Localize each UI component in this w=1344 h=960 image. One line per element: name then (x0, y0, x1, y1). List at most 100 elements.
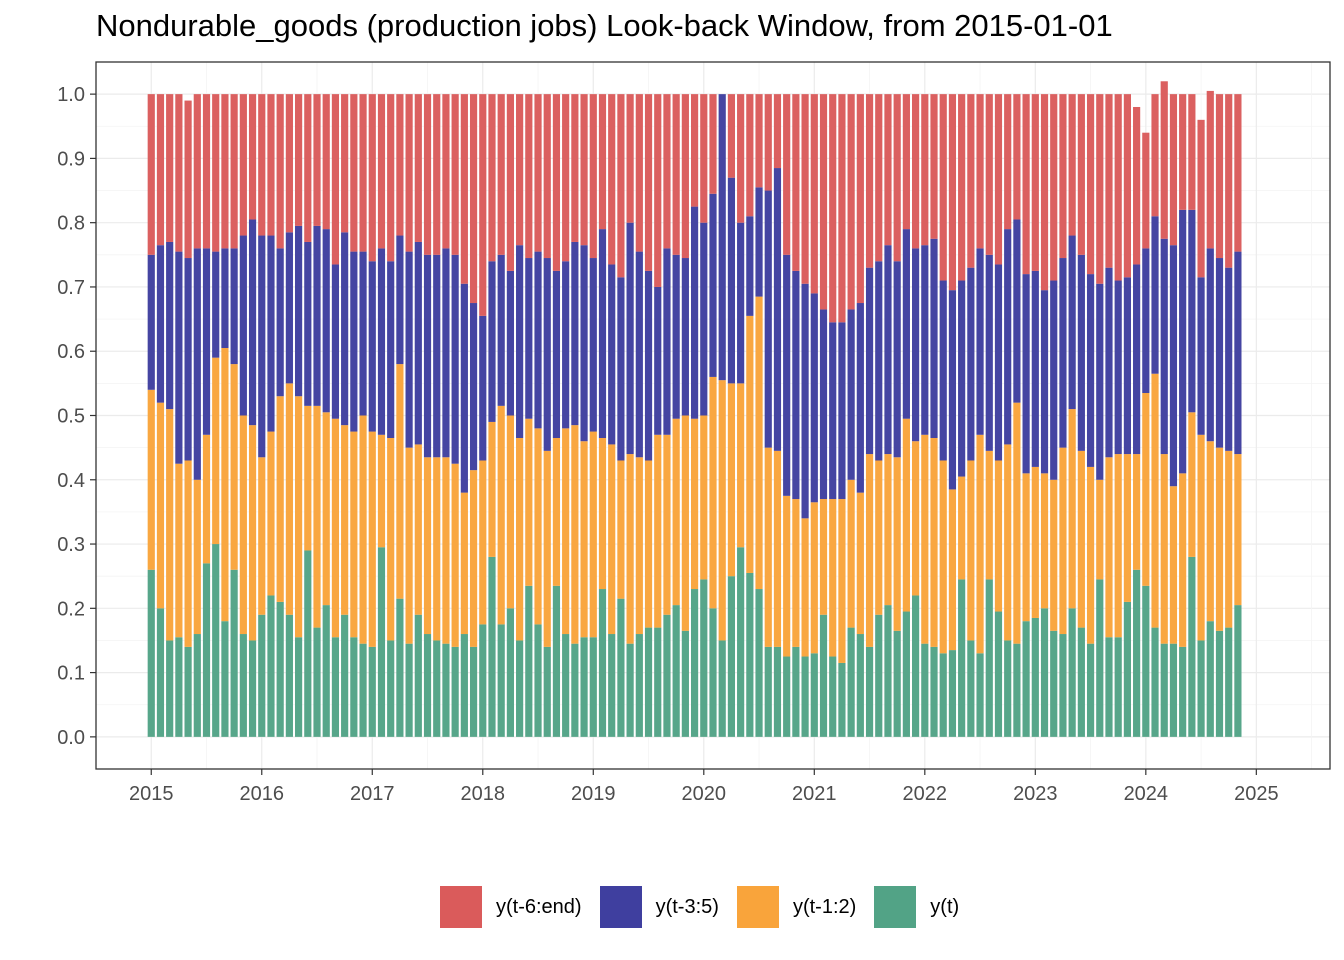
bar-segment (488, 94, 496, 262)
bar-segment (1096, 94, 1104, 284)
bar-segment (1096, 579, 1104, 737)
bar-segment (350, 251, 358, 432)
bar-segment (948, 489, 957, 651)
bar-segment (985, 94, 993, 255)
bar-segment (902, 611, 910, 737)
bar-segment (488, 421, 496, 557)
bar-segment (792, 270, 800, 500)
bar-segment (1077, 627, 1085, 737)
x-tick-label: 2015 (129, 783, 174, 805)
bar-segment (156, 94, 165, 246)
bar-segment (350, 94, 358, 252)
bar-segment (764, 646, 772, 737)
bar-segment (912, 248, 920, 442)
bar-segment (377, 547, 386, 737)
bar-segment (1197, 277, 1205, 435)
bar-segment (359, 415, 367, 644)
legend-item: y(t-1:2) (736, 886, 856, 928)
bar-segment (1142, 132, 1150, 249)
bar-segment (442, 94, 450, 249)
bar-segment (1050, 479, 1058, 631)
bar-segment (387, 94, 395, 262)
bar-segment (589, 431, 597, 638)
bar-segment (184, 258, 192, 461)
y-tick-label: 0.1 (57, 663, 85, 685)
bar-segment (377, 248, 386, 435)
bar-segment (1215, 447, 1224, 631)
bar-segment (1206, 248, 1214, 442)
y-tick-label: 0.4 (57, 470, 85, 492)
bar-segment (506, 415, 514, 609)
bar-segment (341, 425, 349, 615)
bar-segment (1105, 457, 1113, 638)
bar-segment (626, 222, 634, 455)
bar-segment (497, 624, 505, 737)
bar-segment (709, 94, 717, 194)
bar-segment (285, 94, 293, 233)
bar-segment (451, 463, 459, 647)
bar-segment (295, 396, 303, 638)
bar-segment (460, 492, 468, 635)
bar-segment (414, 94, 422, 242)
bar-segment (589, 94, 597, 259)
bar-segment (516, 245, 524, 438)
bar-segment (847, 479, 855, 628)
x-tick-label: 2018 (461, 783, 506, 805)
bar-segment (1040, 290, 1049, 474)
bar-segment (304, 241, 312, 406)
bar-segment (285, 232, 293, 384)
bar-segment (1096, 283, 1104, 480)
bar-segment (930, 238, 938, 438)
bar-segment (976, 94, 984, 249)
bar-segment (322, 229, 330, 413)
bar-segment (801, 656, 809, 737)
bar-segment (423, 94, 432, 255)
bar-segment (469, 303, 478, 471)
bar-segment (727, 177, 736, 384)
bar-segment (810, 293, 818, 503)
bar-segment (1188, 556, 1196, 737)
bar-segment (534, 94, 542, 252)
bar-segment (847, 94, 855, 310)
bar-segment (405, 447, 413, 644)
bar-segment (939, 280, 947, 461)
bar-segment (267, 431, 275, 596)
bar-segment (543, 450, 551, 647)
x-tick-label: 2023 (1013, 783, 1058, 805)
bar-segment (387, 640, 395, 737)
bar-segment (202, 94, 211, 249)
bar-segment (644, 627, 653, 737)
bar-segment (433, 457, 441, 641)
bar-segment (221, 248, 229, 349)
bar-segment (341, 94, 349, 233)
bar-segment (267, 94, 275, 236)
bar-segment (801, 94, 809, 284)
bar-segment (865, 94, 874, 268)
chart-svg: 0.0 0.1 0.2 0.3 0.4 0.5 0.6 0.7 0.8 0.9 1.0 2015 201… (57, 61, 1331, 805)
bar-segment (1197, 119, 1205, 278)
bar-segment (838, 94, 846, 323)
bar-segment (451, 94, 459, 255)
bar-segment (1040, 608, 1049, 737)
bar-segment (967, 267, 975, 461)
bar-segment (1105, 637, 1113, 737)
bar-segment (1169, 486, 1178, 644)
bar-segment (1086, 643, 1095, 737)
bar-segment (1225, 94, 1233, 268)
bar-segment (175, 637, 183, 737)
bar-segment (893, 94, 901, 262)
bar-segment (994, 611, 1003, 737)
bar-segment (1215, 94, 1224, 259)
bar-segment (525, 585, 533, 737)
bar-segment (1068, 235, 1076, 410)
bar-segment (1114, 454, 1122, 638)
bar-segment (295, 225, 303, 397)
bar-segment (1059, 634, 1067, 737)
bar-segment (847, 627, 855, 737)
bar-segment (331, 637, 340, 737)
bar-segment (1077, 254, 1085, 451)
bar-segment (469, 94, 478, 304)
bar-segment (377, 434, 386, 548)
bar-segment (608, 264, 616, 445)
bar-segment (884, 454, 892, 606)
